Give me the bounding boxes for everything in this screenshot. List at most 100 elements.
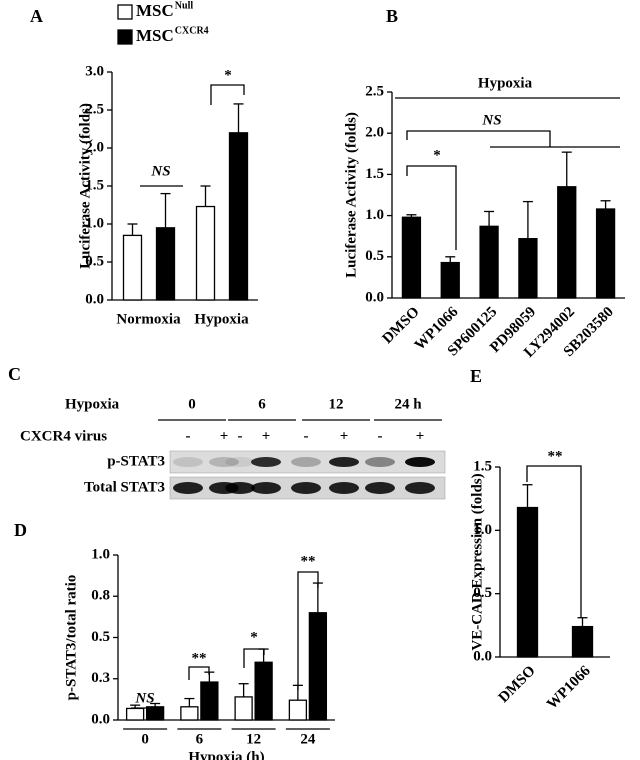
band [291, 457, 321, 467]
virus-mark: + [262, 428, 271, 444]
bar [200, 681, 219, 721]
y-tick-label: 0.8 [91, 588, 110, 604]
time-label: 24 h [394, 396, 422, 412]
row-label: Hypoxia [65, 396, 120, 412]
legend-superscript: Null [175, 0, 194, 11]
annotation: NS [150, 163, 170, 179]
x-tick-label: Normoxia [116, 311, 181, 327]
y-tick-label: 0.0 [91, 711, 110, 727]
time-label: 0 [188, 396, 196, 412]
y-tick-label: 0.0 [85, 291, 104, 307]
legend-swatch [117, 29, 133, 45]
y-tick-label: 1.5 [473, 458, 492, 474]
row-label: Total STAT3 [84, 479, 165, 495]
virus-mark: - [304, 428, 309, 444]
bar [440, 261, 460, 299]
y-tick-label: 0.5 [85, 253, 104, 269]
bar [180, 706, 199, 721]
panel-label: A [30, 6, 43, 26]
band [173, 457, 203, 467]
annotation: * [250, 629, 258, 645]
panel-label: D [14, 520, 27, 540]
y-tick-label: 0.0 [473, 648, 492, 664]
bar [254, 661, 273, 721]
band [209, 457, 239, 467]
x-tick-label: 12 [246, 731, 261, 747]
y-tick-label: 2.0 [85, 139, 104, 155]
virus-mark: - [238, 428, 243, 444]
annotation-bracket [406, 130, 551, 147]
x-tick-label: Hypoxia [194, 311, 249, 327]
bar [145, 706, 165, 721]
band [225, 482, 255, 494]
y-tick-label: 2.0 [365, 125, 384, 141]
x-tick-label: 6 [196, 731, 204, 747]
annotation-bracket [297, 571, 319, 690]
annotation-bracket [526, 465, 582, 618]
x-axis-label: Hypoxia (h) [188, 749, 264, 760]
y-tick-label: 2.5 [85, 101, 104, 117]
legend-label: MSC [136, 1, 174, 20]
y-axis-label: Luciferase Activity (folds) [343, 112, 359, 278]
band [173, 482, 203, 494]
bar [557, 186, 577, 299]
y-tick-label: 0.5 [365, 248, 384, 264]
x-tick-label: 0 [141, 731, 149, 747]
y-tick-label: 2.5 [365, 83, 384, 99]
band [405, 457, 435, 467]
virus-mark: - [186, 428, 191, 444]
bar [308, 612, 328, 721]
bar [125, 707, 145, 721]
annotation-bracket [406, 165, 457, 250]
y-tick-label: 0.0 [365, 289, 384, 305]
annotation: * [224, 67, 232, 83]
y-tick-label: 1.0 [85, 215, 104, 231]
legend-superscript: CXCR4 [175, 25, 209, 36]
band [329, 457, 359, 467]
bar [288, 699, 308, 721]
panel-label: B [386, 6, 398, 26]
band [251, 482, 281, 494]
annotation: * [433, 147, 441, 163]
y-tick-label: 3.0 [85, 63, 104, 79]
bar [518, 238, 538, 299]
annotation: ** [548, 448, 563, 464]
band [291, 482, 321, 494]
virus-mark: + [340, 428, 349, 444]
y-tick-label: 0.5 [91, 629, 110, 645]
annotation: NS [134, 690, 154, 706]
bar [401, 216, 422, 299]
annotation: ** [192, 650, 207, 666]
legend-label: MSC [136, 26, 174, 45]
annotation-bracket [188, 666, 210, 680]
y-tick-label: 1.0 [91, 546, 110, 562]
blot-strip [169, 450, 446, 474]
band [329, 482, 359, 494]
bar [122, 234, 143, 301]
annotation-bracket [243, 648, 265, 668]
row-label: CXCR4 virus [20, 428, 107, 444]
virus-mark: + [220, 428, 229, 444]
bar [516, 506, 539, 658]
annotation-bracket [210, 84, 245, 105]
y-tick-label: 1.5 [85, 177, 104, 193]
bar [228, 132, 249, 301]
y-tick-label: 1.0 [365, 207, 384, 223]
time-label: 6 [258, 396, 266, 412]
annotation: Hypoxia [478, 75, 533, 91]
y-tick-label: 0.5 [473, 585, 492, 601]
band [225, 457, 255, 467]
y-axis-label: Luciferase Activity (folds) [77, 103, 93, 269]
virus-mark: - [378, 428, 383, 444]
bar [595, 208, 616, 299]
y-axis-label: p-STAT3/total ratio [63, 575, 79, 701]
bar [571, 625, 594, 658]
annotation: NS [481, 112, 501, 128]
time-label: 12 [329, 396, 344, 412]
row-label: p-STAT3 [107, 453, 165, 469]
panel-label: C [8, 364, 21, 384]
bar [234, 696, 253, 721]
band [251, 457, 281, 467]
x-tick-label: 24 [300, 731, 316, 747]
